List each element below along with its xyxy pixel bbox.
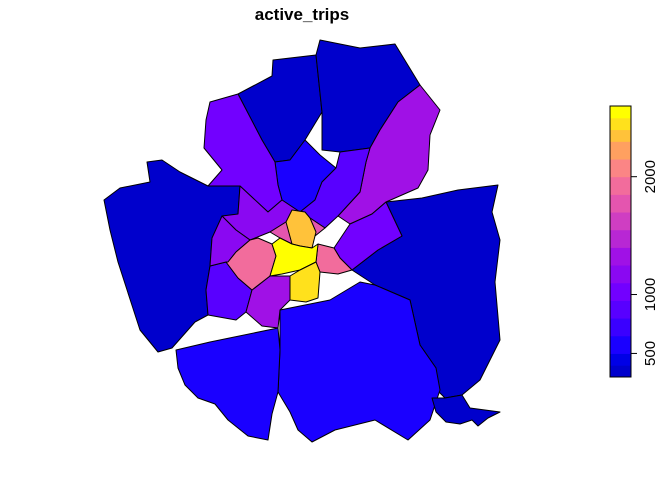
- legend-bin-2: [610, 335, 631, 354]
- color-legend: 500 1000 2000: [609, 105, 659, 378]
- legend-bin-3: [610, 318, 631, 337]
- legend-frame: [609, 105, 632, 378]
- legend-bin-8: [610, 229, 631, 248]
- legend-bin-13: [610, 141, 631, 160]
- legend-bin-9: [610, 212, 631, 231]
- legend-bin-12: [610, 159, 631, 178]
- legend-bin-10: [610, 194, 631, 213]
- legend-bin-1: [610, 353, 631, 366]
- legend-bin-11: [610, 176, 631, 195]
- legend-bin-14: [610, 129, 631, 142]
- legend-bin-7: [610, 247, 631, 266]
- zone-se-small: [431, 394, 501, 427]
- zone-s-ring: [245, 275, 291, 329]
- map-title: active_trips: [255, 5, 350, 24]
- legend-tick-label-1: 1000: [642, 278, 659, 311]
- zone-center-s: [289, 261, 321, 303]
- legend-bin-0: [610, 365, 631, 378]
- legend-bin-16: [610, 106, 631, 119]
- legend-tick-label-2: 2000: [642, 160, 659, 193]
- legend-tick-label-0: 500: [642, 341, 659, 366]
- zone-south: [277, 281, 441, 443]
- legend-bin-15: [610, 117, 631, 131]
- legend-bin-5: [610, 282, 631, 301]
- zone-southwest: [175, 327, 281, 441]
- legend-bin-4: [610, 300, 631, 319]
- choropleth-map: [103, 39, 501, 443]
- legend-bin-6: [610, 265, 631, 284]
